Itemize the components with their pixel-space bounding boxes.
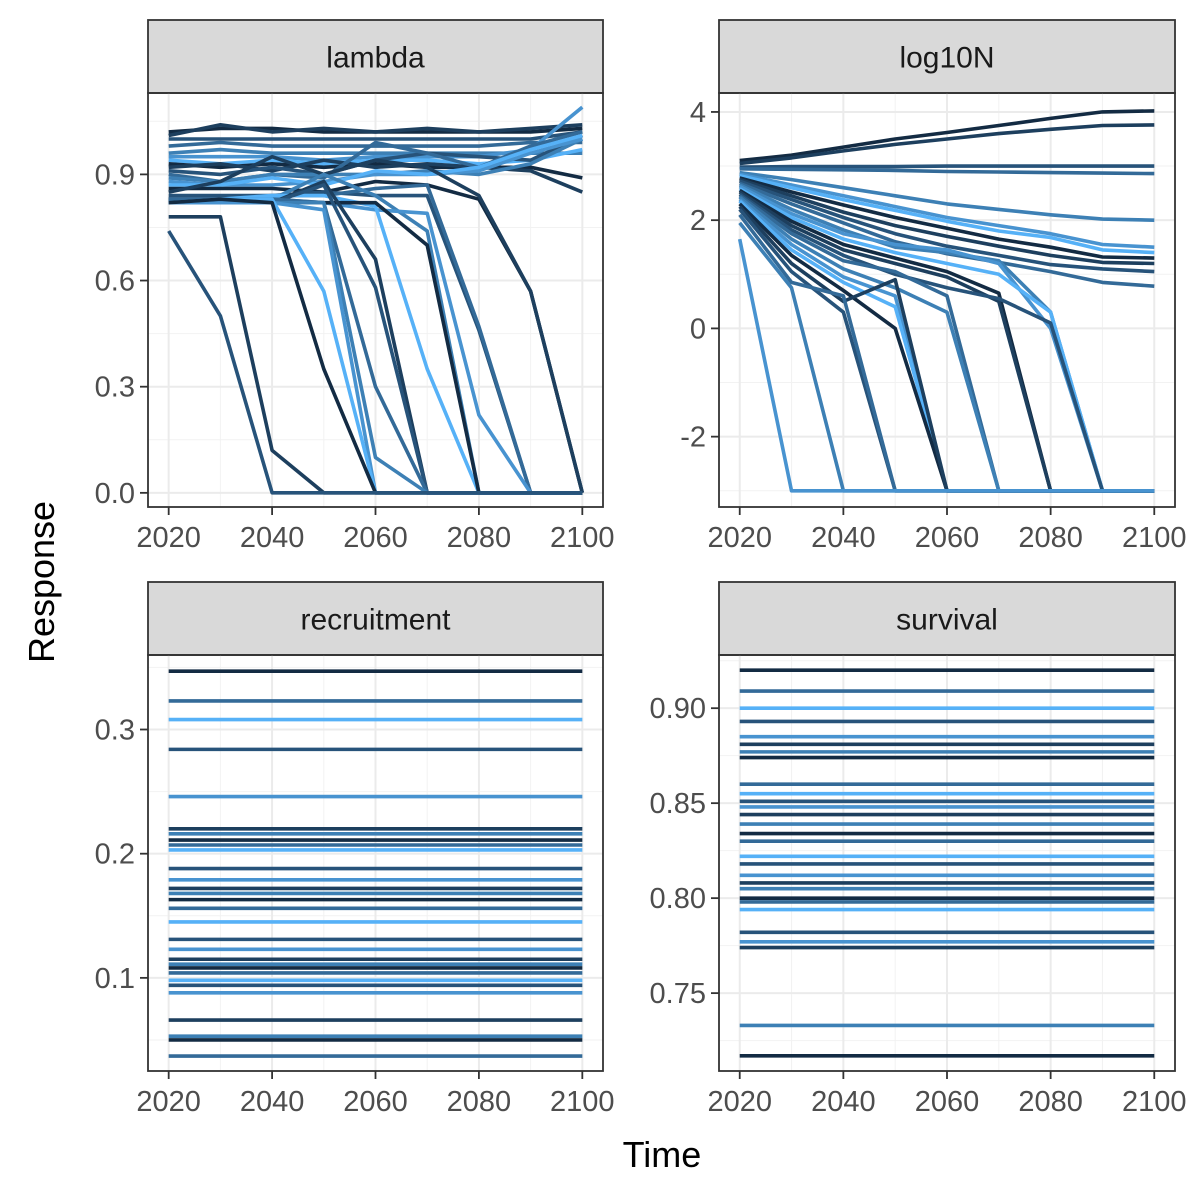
y-tick-label: 0.90	[650, 693, 706, 725]
series-line	[739, 179, 1155, 274]
series-line	[739, 109, 1155, 163]
y-tick-label: 0.85	[650, 788, 706, 820]
x-tick-label: 2080	[1018, 1086, 1083, 1118]
y-tick-label: 4	[690, 97, 706, 129]
y-tick-label: 0.2	[95, 839, 135, 871]
series-line	[739, 172, 1155, 249]
series-line	[739, 170, 1155, 222]
series-line	[168, 133, 583, 187]
x-tick-label: 2060	[343, 1086, 408, 1118]
y-tick-label: 0.0	[95, 478, 135, 510]
x-tick-label: 2100	[550, 1086, 615, 1118]
x-tick-label: 2040	[811, 1086, 876, 1118]
series-line	[739, 176, 1155, 260]
y-tick-label: -2	[680, 422, 706, 454]
facet-label: recruitment	[300, 604, 451, 637]
x-tick-label: 2100	[550, 522, 615, 554]
x-tick-label: 2080	[1018, 522, 1083, 554]
x-tick-label: 2080	[447, 522, 512, 554]
facet-strip	[718, 19, 1176, 94]
y-tick-label: 0.75	[650, 978, 706, 1010]
series-line	[739, 123, 1155, 166]
x-tick-label: 2060	[343, 522, 408, 554]
series-line	[739, 167, 1155, 176]
y-tick-label: 2	[690, 205, 706, 237]
series-group	[737, 109, 1155, 493]
x-tick-label: 2020	[136, 522, 201, 554]
chart-panels: lambda 2020 2040 2060 2080 2100 0.0 0.3 0.6 0.9 lo…	[95, 19, 1187, 1118]
series-line	[739, 164, 1155, 169]
x-tick-label: 2020	[707, 1086, 772, 1118]
facet-strip	[147, 19, 604, 94]
series-line	[168, 137, 583, 187]
x-tick-label: 2020	[136, 1086, 201, 1118]
facet-strip	[147, 581, 604, 656]
panel-lambda: lambda 2020 2040 2060 2080 2100 0.0 0.3 0.6 0.9	[95, 19, 615, 554]
series-group	[739, 668, 1155, 1058]
panel-log10N: log10N 2020 2040 2060 2080 2100 -2 0 2 4	[680, 19, 1187, 554]
panel-survival: survival 2020 2040 2060 2080 2100 0.75 0.80 0.85…	[650, 581, 1187, 1118]
facet-label: lambda	[326, 42, 425, 75]
series-line	[739, 177, 1155, 266]
series-line	[168, 140, 583, 148]
series-line	[738, 192, 1155, 493]
x-tick-label: 2040	[240, 1086, 305, 1118]
series-line	[737, 238, 1155, 493]
y-axis-title: Response	[21, 501, 62, 663]
panel-recruitment: recruitment 2020 2040 2060 2080 2100 0.1 0.2 0.3	[95, 581, 615, 1118]
y-tick-label: 0.80	[650, 883, 706, 915]
x-tick-label: 2040	[240, 522, 305, 554]
y-tick-label: 0	[690, 313, 706, 345]
x-tick-label: 2100	[1122, 522, 1187, 554]
x-tick-label: 2040	[811, 522, 876, 554]
x-axis-title: Time	[623, 1134, 702, 1175]
y-tick-label: 0.3	[95, 372, 135, 404]
series-line	[168, 123, 583, 138]
x-tick-label: 2060	[915, 522, 980, 554]
facet-label: log10N	[899, 42, 994, 75]
y-tick-label: 0.9	[95, 159, 135, 191]
x-tick-label: 2060	[915, 1086, 980, 1118]
facet-label: survival	[896, 604, 998, 637]
x-tick-label: 2080	[447, 1086, 512, 1118]
facet-strip	[718, 581, 1176, 656]
series-line	[168, 158, 583, 194]
series-group	[168, 669, 583, 1058]
series-line	[168, 130, 583, 141]
series-line	[739, 174, 1155, 255]
series-line	[167, 230, 583, 495]
y-tick-label: 0.3	[95, 715, 135, 747]
y-tick-label: 0.1	[95, 963, 135, 995]
series-group	[167, 105, 585, 495]
series-line	[168, 154, 585, 494]
y-tick-label: 0.6	[95, 266, 135, 298]
x-tick-label: 2020	[707, 522, 772, 554]
x-tick-label: 2100	[1122, 1086, 1187, 1118]
